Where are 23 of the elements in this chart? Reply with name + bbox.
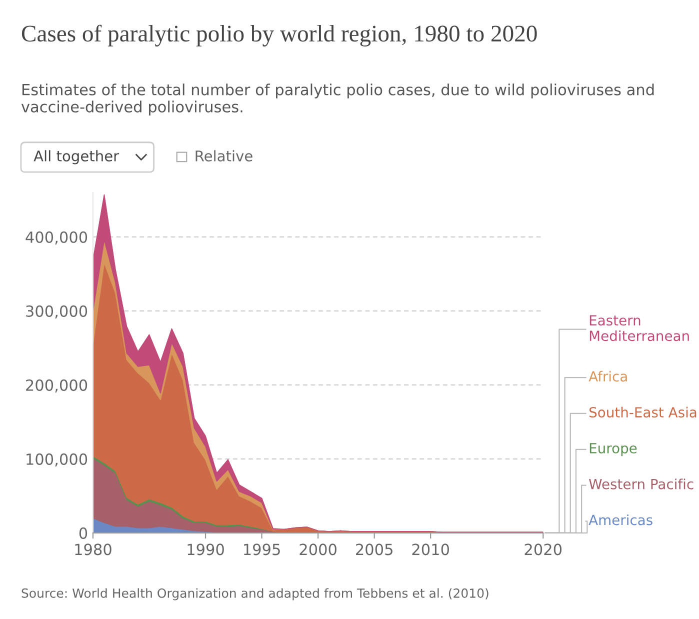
text: All together [34,150,120,164]
y-tick-label: 400,000 [26,231,88,244]
y-tick-label: 300,000 [26,305,88,319]
text: South-East Asia [589,406,696,418]
y-tick-label: 100,000 [26,453,88,467]
x-tick-label: 2000 [300,544,336,556]
x-tick-label: 2005 [356,544,392,556]
x-tick-label: 1995 [244,544,280,556]
chart-title: Cases of paralytic polio by world region, 1980 to 2020 [22,24,537,46]
x-tick-label: 1990 [188,544,224,556]
source-note: Source: World Health Organization and adapted from Tebbens et al. (2010) [22,588,488,600]
text: Africa [588,370,627,382]
x-tick-label: 2020 [524,544,562,556]
text: Americas [588,514,652,526]
text: Relative [196,150,252,162]
y-tick-label: 200,000 [26,379,88,393]
x-tick-label: 2010 [412,544,450,556]
text: Eastern Mediterranean [590,315,689,342]
text: Europe [590,443,637,456]
chart-subtitle: Estimates of the total number of paralytic polio cases, due to wild polioviruses and vaccine-derived polioviruses. [21,84,654,116]
x-tick-label: 1980 [75,544,112,556]
y-tick-label: 0 [79,527,88,539]
text: Western Pacific [589,478,694,490]
